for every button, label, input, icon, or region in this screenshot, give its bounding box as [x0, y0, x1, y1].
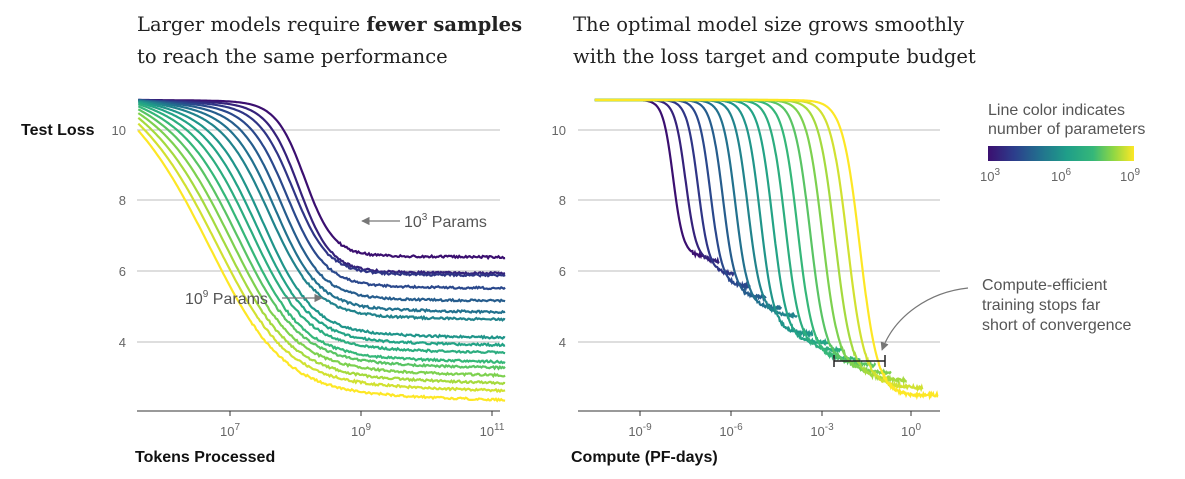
left-ylabel: Test Loss — [21, 122, 95, 139]
left-xtick-1e7: 107 — [220, 422, 240, 439]
right-xtick-1e0: 100 — [901, 422, 921, 439]
right-series-line — [594, 98, 939, 401]
left-ytick-6: 6 — [119, 264, 126, 279]
colorbar-label-1e3: 103 — [980, 167, 1000, 184]
right-ytick-6: 6 — [559, 264, 566, 279]
right-xtick-1e-6: 10-6 — [719, 422, 743, 439]
left-series-line — [138, 101, 506, 348]
left-series-line — [137, 105, 506, 365]
right-annotation-line-3: short of convergence — [982, 317, 1132, 334]
right-annotation-line-2: training stops far — [982, 297, 1101, 314]
left-series-line — [138, 100, 506, 340]
left-annotation-1e3: 103 Params — [404, 212, 487, 231]
left-chart: Larger models require fewer samples to r… — [21, 13, 522, 466]
right-series-line — [594, 98, 830, 347]
legend-title-line-1: Line color indicates — [988, 102, 1125, 119]
left-series-line — [138, 98, 506, 278]
compute-efficient-bracket — [833, 355, 886, 367]
left-xtick-1e11: 1011 — [480, 422, 505, 439]
right-ytick-4: 4 — [559, 335, 566, 350]
colorbar-label-1e9: 109 — [1120, 167, 1140, 184]
legend-title-line-2: number of parameters — [988, 121, 1145, 138]
right-annotation-arrow — [880, 287, 969, 351]
left-ytick-4: 4 — [119, 335, 126, 350]
right-title-line-2: with the loss target and compute budget — [573, 45, 976, 68]
left-series-line — [138, 99, 506, 315]
left-ytick-8: 8 — [119, 193, 126, 208]
right-annotation-line-1: Compute-efficient — [982, 277, 1108, 294]
right-ytick-8: 8 — [559, 193, 566, 208]
left-title-line-2: to reach the same performance — [137, 45, 448, 68]
left-xtick-1e9: 109 — [351, 422, 371, 439]
left-ytick-10: 10 — [112, 123, 126, 138]
right-chart: The optimal model size grows smoothly wi… — [552, 13, 1146, 466]
right-xtick-1e-9: 10-9 — [628, 422, 652, 439]
right-series-line — [594, 98, 751, 292]
left-series-line — [137, 122, 506, 394]
left-series-line — [137, 112, 506, 379]
left-series-line — [138, 98, 506, 261]
left-title-line-1: Larger models require fewer samples — [137, 13, 522, 36]
left-series-line — [137, 117, 506, 386]
right-series-lines — [594, 98, 939, 401]
left-series-line — [137, 108, 506, 371]
left-xlabel: Tokens Processed — [135, 449, 275, 466]
left-series-line — [137, 103, 506, 355]
right-xtick-1e-3: 10-3 — [810, 422, 834, 439]
left-series-lines — [137, 98, 506, 403]
colorbar-legend: Line color indicates number of parameter… — [980, 102, 1145, 184]
left-series-line — [138, 98, 506, 276]
right-series-line — [594, 98, 846, 354]
right-xlabel: Compute (PF-days) — [571, 449, 718, 466]
colorbar — [988, 146, 1134, 161]
right-title-line-1: The optimal model size grows smoothly — [573, 13, 964, 36]
left-series-line — [138, 99, 506, 304]
right-series-line — [594, 98, 814, 339]
right-ytick-10: 10 — [552, 123, 566, 138]
left-annotation-1e9: 109 Params — [185, 289, 268, 308]
left-series-line — [137, 129, 506, 403]
colorbar-label-1e6: 106 — [1051, 167, 1071, 184]
left-series-line — [138, 98, 506, 291]
right-series-line — [594, 98, 798, 320]
